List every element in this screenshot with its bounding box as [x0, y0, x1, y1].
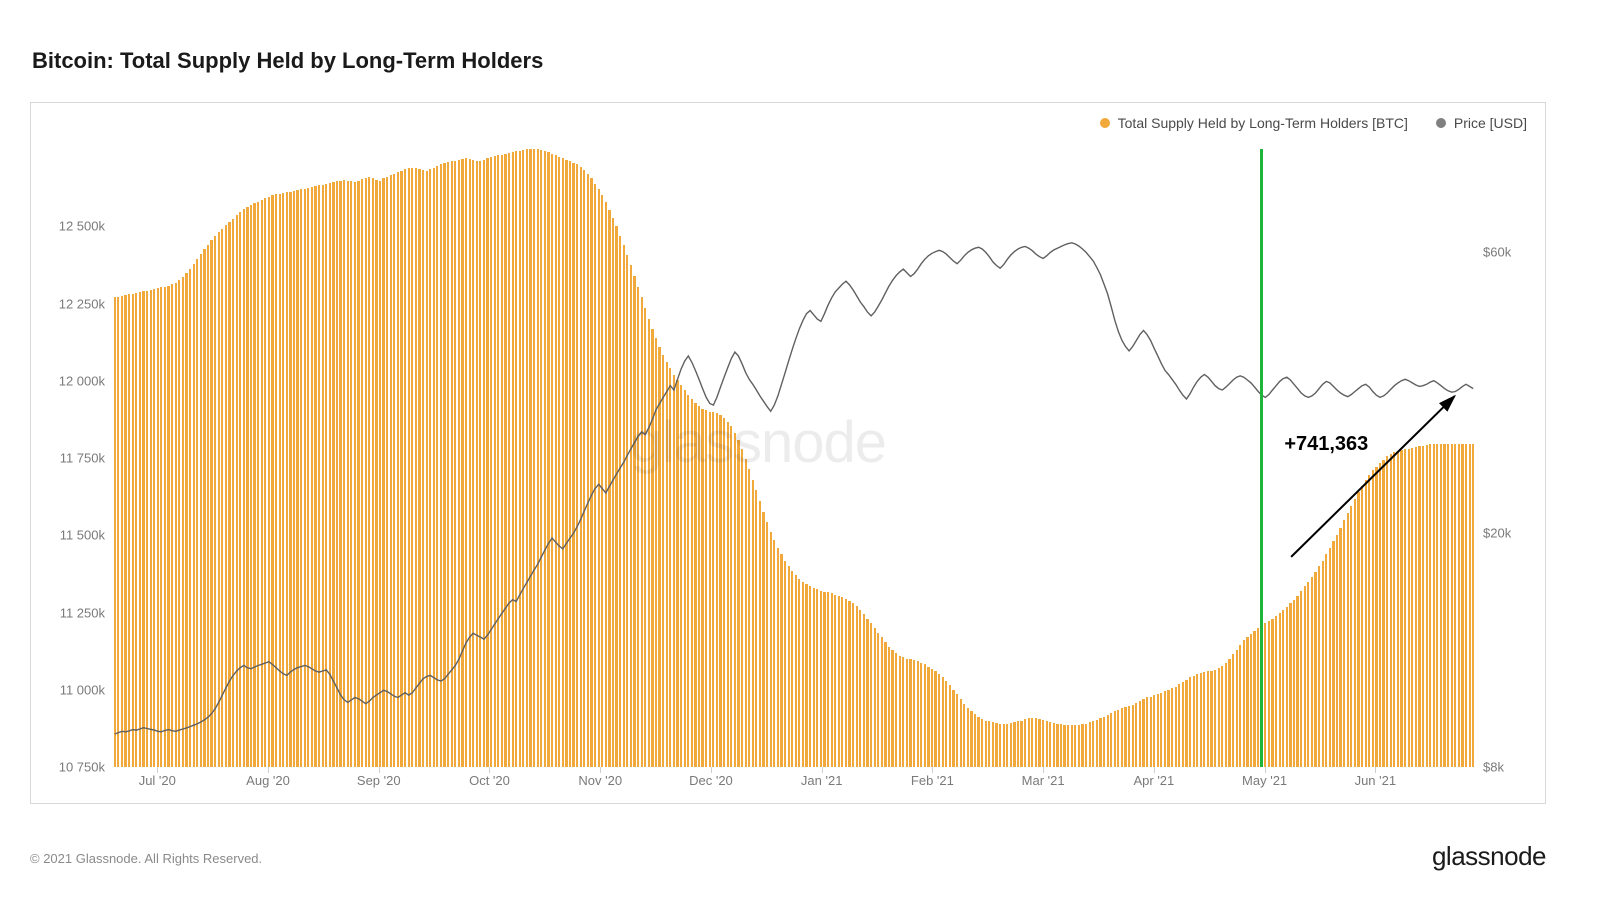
x-tick-label: Jul '20 [139, 773, 176, 788]
y-left-tick-label: 12 250k [35, 296, 105, 311]
chart-plot-area: glassnode +741,363 10 750k11 000k11 250k… [113, 149, 1475, 767]
chart-legend: Total Supply Held by Long-Term Holders [… [1100, 115, 1527, 131]
x-tick-label: Nov '20 [578, 773, 622, 788]
chart-title: Bitcoin: Total Supply Held by Long-Term … [32, 48, 543, 74]
x-tick-label: Sep '20 [357, 773, 401, 788]
x-tick-label: Jan '21 [801, 773, 843, 788]
legend-item-price: Price [USD] [1436, 115, 1527, 131]
y-left-tick-label: 10 750k [35, 760, 105, 775]
footer-brand: glassnode [1432, 841, 1546, 872]
x-tick-label: Apr '21 [1133, 773, 1174, 788]
y-left-tick-label: 12 000k [35, 373, 105, 388]
y-right-tick-label: $8k [1483, 760, 1504, 775]
chart-frame: Total Supply Held by Long-Term Holders [… [30, 102, 1546, 804]
x-tick-label: Mar '21 [1022, 773, 1065, 788]
y-right-tick-label: $60k [1483, 245, 1511, 260]
legend-label-price: Price [USD] [1454, 115, 1527, 131]
y-left-tick-label: 11 000k [35, 682, 105, 697]
legend-dot-supply [1100, 118, 1110, 128]
x-tick-label: May '21 [1242, 773, 1287, 788]
x-tick-label: Aug '20 [246, 773, 290, 788]
legend-item-supply: Total Supply Held by Long-Term Holders [… [1100, 115, 1408, 131]
annotation-arrow [113, 149, 1475, 767]
y-right-tick-label: $20k [1483, 525, 1511, 540]
y-left-tick-label: 11 500k [35, 528, 105, 543]
y-left-tick-label: 11 250k [35, 605, 105, 620]
legend-label-supply: Total Supply Held by Long-Term Holders [… [1118, 115, 1408, 131]
x-tick-label: Jun '21 [1355, 773, 1397, 788]
x-tick-label: Dec '20 [689, 773, 733, 788]
y-left-tick-label: 12 500k [35, 219, 105, 234]
legend-dot-price [1436, 118, 1446, 128]
x-tick-label: Oct '20 [469, 773, 510, 788]
y-left-tick-label: 11 750k [35, 451, 105, 466]
x-tick-label: Feb '21 [911, 773, 954, 788]
footer-copyright: © 2021 Glassnode. All Rights Reserved. [30, 851, 262, 866]
